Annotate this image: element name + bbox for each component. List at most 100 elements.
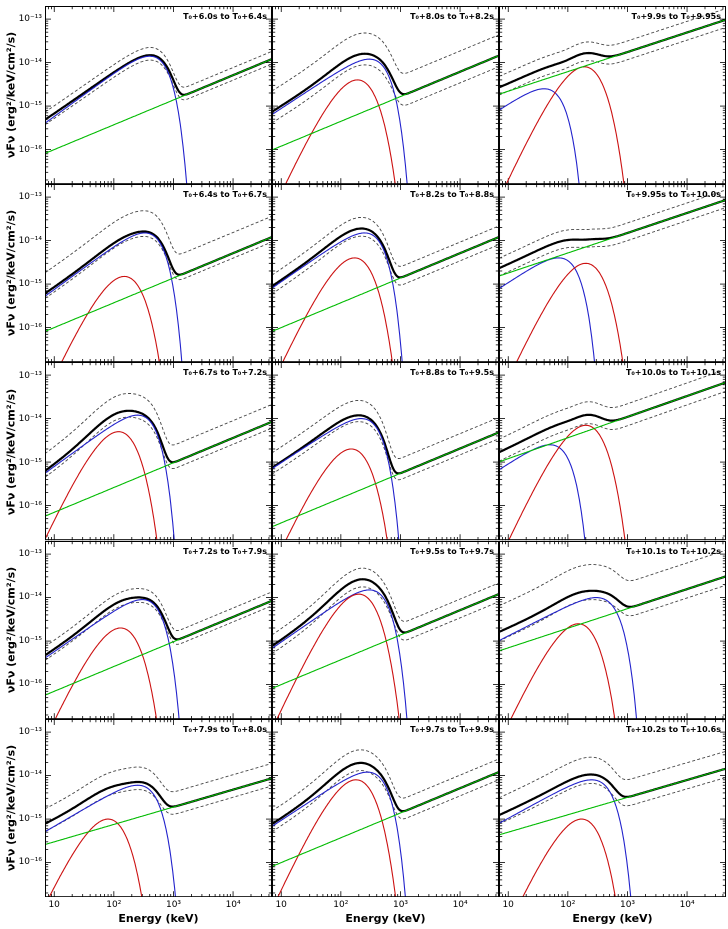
band-component-curve bbox=[499, 88, 580, 184]
total-model-curve bbox=[499, 199, 726, 270]
spectrum-panel-6: T₀+9.95s to T₀+10.0s bbox=[499, 184, 726, 363]
powerlaw-component-curve bbox=[45, 236, 272, 332]
lower-envelope-curve bbox=[272, 235, 499, 295]
powerlaw-component-curve bbox=[499, 575, 726, 651]
lower-envelope-curve bbox=[499, 584, 726, 641]
blackbody-component-curve bbox=[282, 257, 393, 362]
upper-envelope-curve bbox=[272, 217, 499, 276]
band-component-curve bbox=[499, 444, 586, 540]
upper-envelope-curve bbox=[272, 32, 499, 92]
spectrum-panel-9: T₀+10.0s to T₀+10.1s bbox=[499, 362, 726, 541]
blackbody-component-curve bbox=[516, 262, 624, 362]
blackbody-component-curve bbox=[48, 818, 143, 897]
panel-time-label: T₀+7.2s to T₀+7.9s bbox=[183, 547, 267, 556]
total-model-curve bbox=[499, 381, 726, 454]
y-tick-label: 10⁻¹⁵ bbox=[18, 457, 42, 468]
upper-envelope-curve bbox=[499, 750, 726, 798]
y-tick-label: 10⁻¹⁵ bbox=[18, 279, 42, 290]
spectrum-panel-5: T₀+8.2s to T₀+8.8s bbox=[272, 184, 499, 363]
total-model-curve bbox=[272, 414, 499, 475]
panel-time-label: T₀+10.2s to T₀+10.6s bbox=[626, 725, 721, 734]
lower-envelope-curve bbox=[272, 64, 499, 124]
spectrum-panel-12: T₀+10.1s to T₀+10.2s bbox=[499, 540, 726, 719]
upper-envelope-curve bbox=[272, 400, 499, 460]
band-component-curve bbox=[45, 598, 180, 719]
blackbody-component-curve bbox=[510, 622, 616, 719]
y-tick-label: 10⁻¹³ bbox=[18, 370, 42, 381]
x-tick-label: 10⁴ bbox=[452, 900, 468, 910]
powerlaw-component-curve bbox=[45, 599, 272, 696]
upper-envelope-curve bbox=[499, 189, 726, 259]
lower-envelope-curve bbox=[499, 27, 726, 96]
y-axis-title: νFν (erg²/keV/cm²/s) bbox=[4, 31, 18, 159]
blackbody-component-curve bbox=[277, 779, 397, 897]
powerlaw-component-curve bbox=[272, 432, 499, 528]
powerlaw-component-curve bbox=[499, 199, 726, 277]
y-tick-label: 10⁻¹⁵ bbox=[18, 101, 42, 112]
total-model-curve bbox=[272, 761, 499, 825]
y-tick-label: 10⁻¹⁶ bbox=[18, 501, 42, 511]
y-tick-label: 10⁻¹³ bbox=[18, 192, 42, 203]
y-tick-label: 10⁻¹⁶ bbox=[18, 679, 42, 690]
panel-time-label: T₀+6.0s to T₀+6.4s bbox=[183, 12, 267, 21]
spectrum-panel-14: T₀+9.7s to T₀+9.9s bbox=[272, 718, 499, 897]
upper-envelope-curve bbox=[272, 567, 499, 635]
upper-envelope-curve bbox=[45, 393, 272, 455]
y-tick-label: 10⁻¹⁴ bbox=[18, 57, 42, 68]
panel-time-label: T₀+10.0s to T₀+10.1s bbox=[626, 368, 721, 377]
x-tick-label: 10³ bbox=[619, 900, 636, 910]
lower-envelope-curve bbox=[499, 207, 726, 277]
upper-envelope-curve bbox=[45, 762, 272, 809]
lower-envelope-curve bbox=[272, 586, 499, 654]
panel-time-label: T₀+9.9s to T₀+9.95s bbox=[632, 12, 722, 21]
panel-time-label: T₀+9.95s to T₀+10.0s bbox=[626, 190, 721, 199]
y-tick-label: 10⁻¹⁵ bbox=[18, 813, 42, 824]
powerlaw-component-curve bbox=[45, 58, 272, 154]
panel-time-label: T₀+8.8s to T₀+9.5s bbox=[410, 368, 494, 377]
x-tick-label: 10⁴ bbox=[225, 900, 241, 910]
blackbody-component-curve bbox=[285, 448, 388, 540]
lower-envelope-curve bbox=[272, 769, 499, 832]
powerlaw-component-curve bbox=[272, 593, 499, 689]
blackbody-component-curve bbox=[276, 593, 400, 719]
x-tick-label: 10 bbox=[48, 900, 60, 910]
lower-envelope-curve bbox=[45, 236, 272, 299]
lower-envelope-curve bbox=[499, 777, 726, 825]
upper-envelope-curve bbox=[499, 8, 726, 77]
band-component-curve bbox=[45, 232, 183, 362]
total-model-curve bbox=[45, 54, 272, 121]
x-tick-label: 10 bbox=[275, 900, 287, 910]
blackbody-component-curve bbox=[285, 79, 396, 184]
upper-envelope-curve bbox=[45, 587, 272, 647]
y-axis-title: νFν (erg²/keV/cm²/s) bbox=[4, 210, 18, 337]
lower-envelope-curve bbox=[272, 421, 499, 481]
x-tick-label: 10³ bbox=[165, 900, 182, 910]
band-component-curve bbox=[45, 414, 175, 540]
spectrum-panel-11: T₀+9.5s to T₀+9.7s bbox=[272, 540, 499, 719]
upper-envelope-curve bbox=[272, 749, 499, 811]
panel-time-label: T₀+8.0s to T₀+8.2s bbox=[410, 12, 494, 21]
y-axis-title: νFν (erg²/keV/cm²/s) bbox=[4, 566, 18, 693]
y-tick-label: 10⁻¹⁴ bbox=[18, 592, 42, 603]
band-component-curve bbox=[272, 771, 406, 897]
y-tick-label: 10⁻¹³ bbox=[18, 726, 42, 737]
x-tick-label: 10² bbox=[560, 900, 576, 910]
y-axis-title: νFν (erg²/keV/cm²/s) bbox=[4, 388, 18, 515]
panel-time-label: T₀+7.9s to T₀+8.0s bbox=[183, 725, 267, 734]
powerlaw-component-curve bbox=[272, 771, 499, 867]
band-component-curve bbox=[499, 257, 596, 362]
band-component-curve bbox=[45, 784, 176, 897]
panel-time-label: T₀+9.7s to T₀+9.9s bbox=[410, 725, 494, 734]
band-component-curve bbox=[499, 596, 638, 719]
y-tick-label: 10⁻¹³ bbox=[18, 14, 42, 25]
powerlaw-component-curve bbox=[499, 382, 726, 463]
y-tick-label: 10⁻¹⁶ bbox=[18, 857, 42, 868]
total-model-curve bbox=[499, 18, 726, 89]
y-tick-label: 10⁻¹⁴ bbox=[18, 235, 42, 246]
spectrum-panel-3: T₀+9.9s to T₀+9.95s bbox=[499, 6, 726, 185]
y-tick-label: 10⁻¹⁵ bbox=[18, 635, 42, 646]
powerlaw-component-curve bbox=[499, 768, 726, 836]
y-tick-label: 10⁻¹³ bbox=[18, 548, 42, 559]
spectrum-panel-15: T₀+10.2s to T₀+10.6s bbox=[499, 718, 726, 897]
